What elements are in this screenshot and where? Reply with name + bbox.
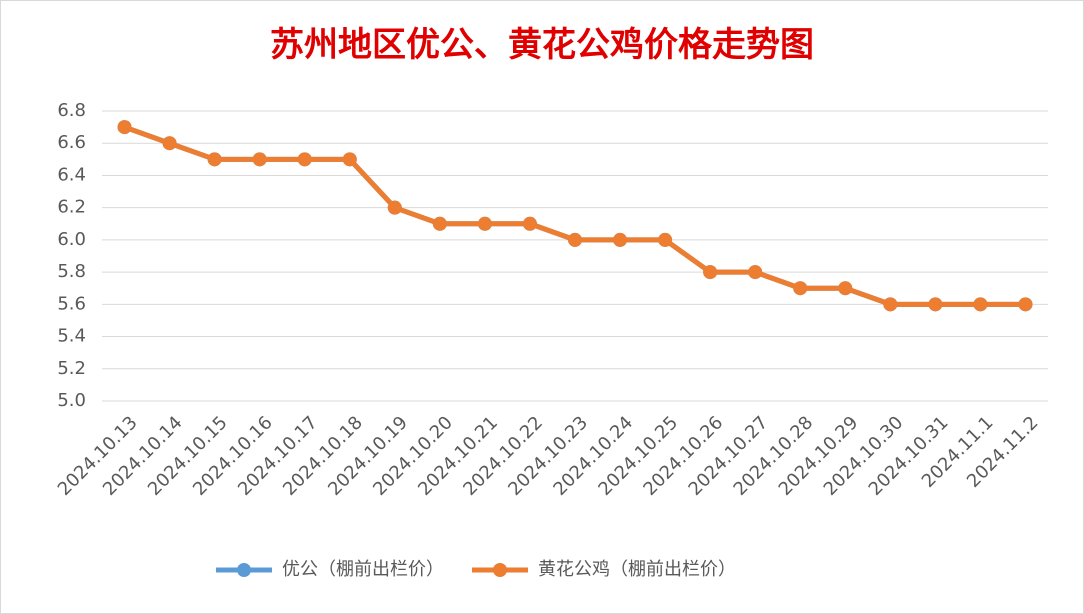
y-tick-label: 6.8 — [57, 100, 86, 121]
data-point — [477, 216, 492, 231]
y-tick-label: 5.4 — [57, 326, 86, 347]
data-point — [342, 152, 357, 167]
y-tick-label: 5.6 — [57, 293, 86, 314]
data-point — [973, 297, 988, 312]
data-point — [748, 265, 763, 280]
y-tick-label: 6.0 — [57, 229, 86, 250]
legend-label: 优公（棚前出栏价） — [282, 559, 444, 580]
legend-swatch-marker — [237, 563, 251, 577]
y-tick-label: 5.2 — [57, 358, 86, 379]
data-point — [522, 216, 537, 231]
data-point — [928, 297, 943, 312]
y-tick-label: 6.4 — [57, 164, 86, 185]
data-point — [117, 120, 132, 135]
y-tick-label: 6.2 — [57, 197, 86, 218]
data-point — [568, 232, 582, 247]
data-point — [793, 281, 808, 296]
y-tick-label: 5.0 — [57, 390, 86, 411]
y-tick-label: 5.8 — [57, 261, 86, 282]
data-point — [252, 152, 267, 167]
data-point — [297, 152, 312, 167]
data-point — [658, 232, 673, 247]
data-point — [1018, 297, 1033, 312]
data-point — [207, 152, 222, 167]
data-point — [162, 136, 177, 151]
data-point — [613, 232, 628, 247]
data-point — [703, 265, 718, 280]
legend-label: 黄花公鸡（棚前出栏价） — [538, 559, 736, 580]
data-point — [838, 281, 853, 296]
chart-title: 苏州地区优公、黄花公鸡价格走势图 — [270, 25, 814, 65]
data-point — [387, 200, 402, 215]
data-point — [432, 216, 447, 231]
data-point — [883, 297, 898, 312]
y-tick-label: 6.6 — [57, 132, 86, 153]
legend-swatch-marker — [493, 563, 507, 577]
